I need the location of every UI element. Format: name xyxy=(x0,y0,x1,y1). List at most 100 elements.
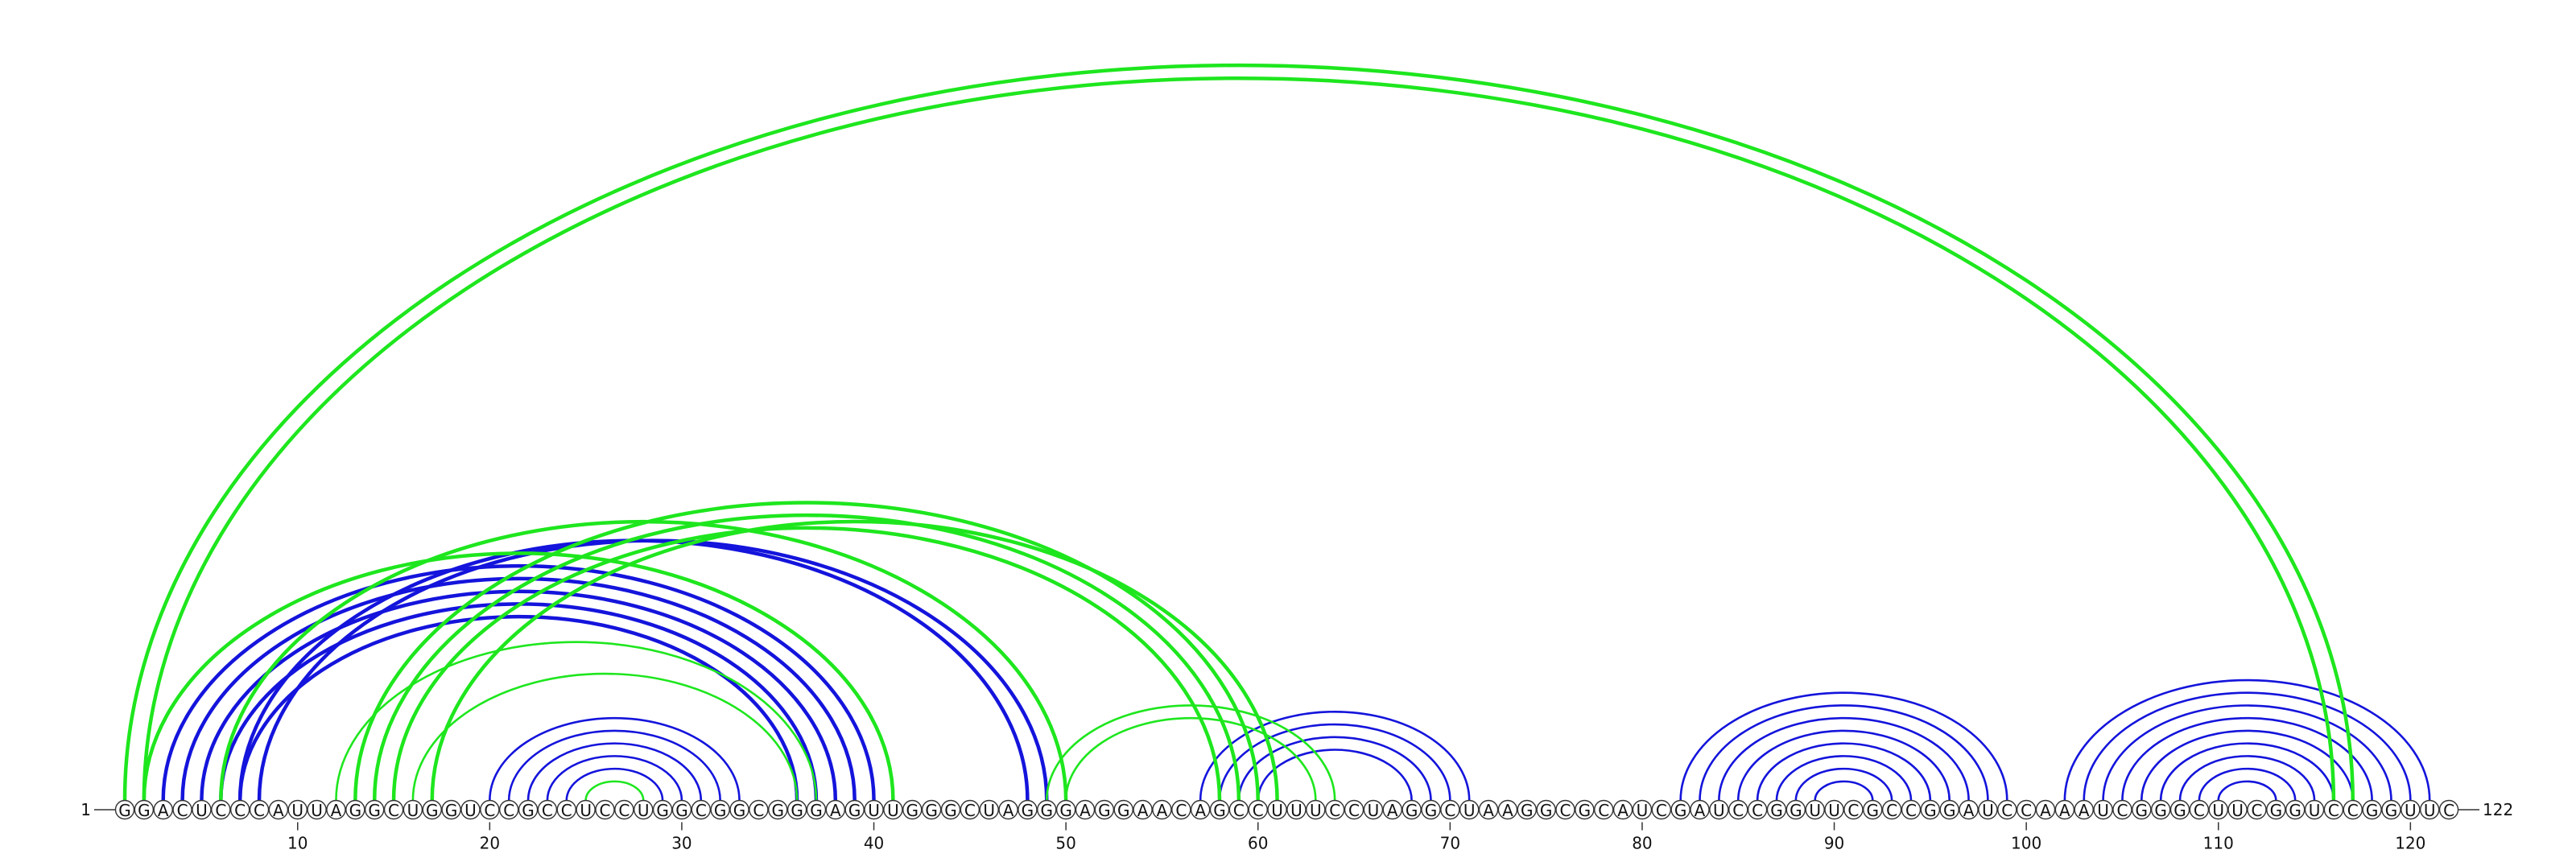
nucleotide-letter: G xyxy=(2136,801,2149,820)
nucleotide-letter: C xyxy=(388,801,399,820)
nucleotide xyxy=(2093,799,2113,820)
nucleotide xyxy=(1133,799,1153,820)
nucleotide xyxy=(595,799,615,820)
tick-label: 10 xyxy=(287,834,308,853)
nucleotide-letter: A xyxy=(1003,801,1014,820)
nucleotide xyxy=(1843,799,1864,820)
nucleotide xyxy=(172,799,192,820)
nucleotide xyxy=(249,799,270,820)
nucleotide xyxy=(2401,799,2421,820)
base-pair-arc xyxy=(1237,736,1432,801)
nucleotide xyxy=(460,799,481,820)
nucleotide xyxy=(998,799,1018,820)
nucleotide xyxy=(1978,799,1998,820)
nucleotide-letter: U xyxy=(1310,801,1322,820)
nucleotide-letter: U xyxy=(580,801,592,820)
nucleotide-letter: C xyxy=(2021,801,2032,820)
nucleotide-letter: C xyxy=(1253,801,1264,820)
nucleotide xyxy=(864,799,884,820)
base-pair-arc xyxy=(122,63,2355,801)
nucleotide xyxy=(499,799,519,820)
base-pair-arc xyxy=(2159,742,2335,801)
nucleotide xyxy=(2247,799,2267,820)
nucleotide-letter: A xyxy=(1502,801,1513,820)
nucleotide-letter: G xyxy=(733,801,746,820)
nucleotide xyxy=(1037,799,1057,820)
nucleotide xyxy=(1152,799,1172,820)
nucleotide-letter: A xyxy=(1695,801,1706,820)
nucleotide xyxy=(1324,799,1345,820)
nucleotide-letter: A xyxy=(1195,801,1206,820)
nucleotide-letter: U xyxy=(1463,801,1476,820)
nucleotide xyxy=(729,799,749,820)
nucleotide xyxy=(1939,799,1959,820)
nucleotide-letter: A xyxy=(1963,801,1975,820)
base-pair-arc xyxy=(1064,716,1317,801)
tick-label: 120 xyxy=(2395,834,2425,853)
nucleotide xyxy=(1632,799,1653,820)
nucleotide-letter: G xyxy=(771,801,784,820)
nucleotide xyxy=(1863,799,1883,820)
nucleotide xyxy=(2169,799,2190,820)
nucleotide-letter: U xyxy=(311,801,323,820)
nucleotide xyxy=(1785,799,1806,820)
nucleotide xyxy=(634,799,654,820)
nucleotide-letter: G xyxy=(445,801,458,820)
nucleotide xyxy=(1575,799,1595,820)
nucleotide xyxy=(1248,799,1268,820)
nucleotide-letter: G xyxy=(1674,801,1687,820)
nucleotide-letter: A xyxy=(1137,801,1149,820)
nucleotide xyxy=(422,799,442,820)
nucleotide-letter: C xyxy=(1598,801,1609,820)
nucleotide xyxy=(614,799,634,820)
nucleotide-letter: C xyxy=(2194,801,2205,820)
tick-label: 60 xyxy=(1248,834,1268,853)
nucleotide-letter: C xyxy=(561,801,572,820)
nucleotide xyxy=(1440,799,1460,820)
nucleotide-letter: G xyxy=(2154,801,2167,820)
nucleotide xyxy=(1497,799,1518,820)
nucleotide xyxy=(1382,799,1402,820)
nucleotide xyxy=(211,799,231,820)
nucleotide-letter: A xyxy=(1157,801,1168,820)
nucleotide-letter: U xyxy=(1271,801,1283,820)
nucleotide-letter: G xyxy=(1213,801,1226,820)
nucleotide xyxy=(1959,799,1979,820)
nucleotide-letter: U xyxy=(1368,801,1380,820)
nucleotide-letter: U xyxy=(464,801,477,820)
base-pair-arc xyxy=(507,729,721,801)
nucleotide xyxy=(806,799,827,820)
nucleotide-letter: G xyxy=(349,801,362,820)
nucleotide-letter: C xyxy=(503,801,514,820)
nucleotide xyxy=(307,799,327,820)
nucleotide-letter: U xyxy=(1828,801,1840,820)
nucleotide-letter: U xyxy=(291,801,303,820)
nucleotide xyxy=(1421,799,1441,820)
nucleotide xyxy=(441,799,461,820)
base-pair-arc xyxy=(142,551,895,801)
base-pair-arc xyxy=(142,76,2336,801)
nucleotide xyxy=(1190,799,1211,820)
nucleotide xyxy=(2054,799,2075,820)
nucleotide-letter: C xyxy=(542,801,553,820)
nucleotide xyxy=(1209,799,1230,820)
nucleotide-letter: G xyxy=(925,801,938,820)
nucleotide-letter: G xyxy=(138,801,151,820)
nucleotide-letter: G xyxy=(1521,801,1534,820)
nucleotide xyxy=(2150,799,2171,820)
base-pair-arc xyxy=(335,641,818,801)
nucleotide-letter: U xyxy=(887,801,899,820)
nucleotide xyxy=(1018,799,1038,820)
tick-label: 110 xyxy=(2203,834,2234,853)
base-pair-arc xyxy=(411,672,799,801)
nucleotide xyxy=(1306,799,1326,820)
nucleotide-letter: C xyxy=(618,801,630,820)
nucleotide xyxy=(2304,799,2325,820)
nucleotide xyxy=(979,799,999,820)
nucleotide-letter: U xyxy=(1982,801,1994,820)
nucleotide-letter: C xyxy=(254,801,265,820)
nucleotide-letter: G xyxy=(2385,801,2398,820)
nucleotide xyxy=(1478,799,1499,820)
nucleotide-letter: G xyxy=(1406,801,1418,820)
